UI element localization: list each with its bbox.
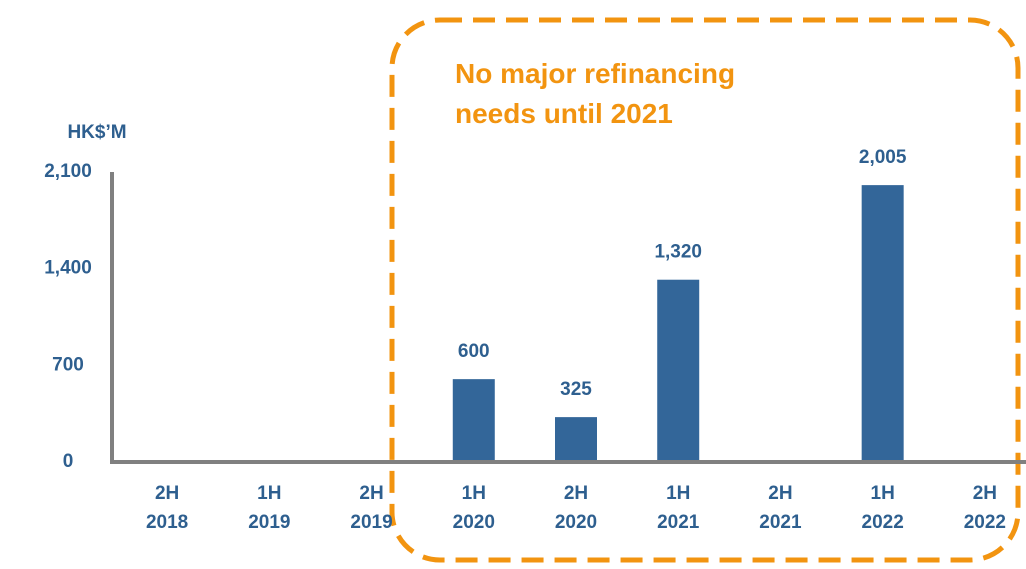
highlight-box	[389, 17, 1021, 563]
x-tick-label: 2022	[964, 512, 1006, 533]
annotation: needs until 2021	[455, 98, 673, 129]
x-tick-label: 2021	[759, 512, 802, 533]
y-tick-label: 700	[52, 354, 84, 375]
bar	[452, 379, 495, 462]
y-axis-label: HK$’M	[67, 122, 126, 143]
bar	[861, 185, 904, 462]
x-tick-label: 2H	[359, 483, 383, 504]
bar	[657, 279, 700, 462]
x-tick-label: 2H	[564, 483, 588, 504]
y-tick-label: 0	[63, 451, 74, 472]
x-tick-label: 1H	[666, 483, 690, 504]
x-tick-label: 1H	[871, 483, 895, 504]
x-tick-label: 2019	[248, 512, 290, 533]
value-label: 600	[458, 341, 490, 362]
x-tick-label: 2020	[555, 512, 597, 533]
x-tick-label: 2019	[350, 512, 392, 533]
y-tick-label: 2,100	[44, 161, 92, 182]
x-tick-label: 2022	[862, 512, 904, 533]
x-tick-label: 1H	[257, 483, 281, 504]
x-tick-label: 2H	[155, 483, 179, 504]
annotation: No major refinancing	[455, 58, 735, 89]
x-tick-label: 2H	[973, 483, 997, 504]
x-tick-label: 2021	[657, 512, 700, 533]
x-tick-label: 2020	[453, 512, 495, 533]
value-label: 2,005	[859, 147, 907, 168]
x-tick-label: 1H	[462, 483, 486, 504]
value-label: 1,320	[654, 242, 702, 263]
y-tick-label: 1,400	[44, 258, 92, 279]
x-tick-label: 2H	[768, 483, 792, 504]
value-label: 325	[560, 379, 592, 400]
bar	[555, 417, 597, 462]
x-tick-label: 2018	[146, 512, 188, 533]
